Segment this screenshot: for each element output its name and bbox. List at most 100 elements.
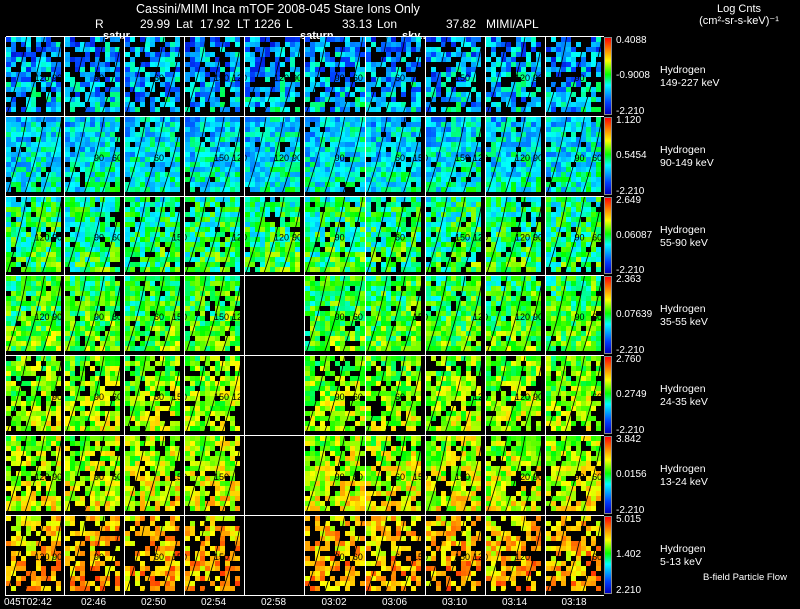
contour-line xyxy=(443,36,466,118)
contour-label: 120 xyxy=(35,73,50,83)
l-label: L xyxy=(286,17,293,31)
contour-line xyxy=(461,515,484,597)
contour-label: 90 xyxy=(292,232,302,242)
contour-line xyxy=(202,116,225,198)
contour-line xyxy=(503,515,526,597)
contour-line xyxy=(124,36,147,118)
contour-line xyxy=(341,515,364,597)
contour-line xyxy=(563,515,585,597)
contour-line xyxy=(23,116,45,198)
colorbar-mid-label: 0.06087 xyxy=(616,229,653,241)
contour-line xyxy=(64,435,87,517)
contour-label: 150 xyxy=(413,472,428,482)
contour-line xyxy=(581,116,603,198)
contour-label: 120 xyxy=(515,552,530,562)
contour-line xyxy=(443,435,466,517)
contour-label: 60 xyxy=(353,312,363,322)
x-tick-label: 02:58 xyxy=(261,597,287,608)
contour-line xyxy=(82,196,105,277)
contour-line xyxy=(365,435,388,517)
contour-line xyxy=(5,435,27,517)
contour-line xyxy=(365,275,388,357)
contour-label: 150 xyxy=(455,472,470,482)
contour-label: 120 xyxy=(473,153,488,163)
contour-line xyxy=(124,275,147,357)
contour-label: 90 xyxy=(575,153,585,163)
contour-line xyxy=(425,116,448,198)
contour-label: 150 xyxy=(172,392,187,402)
contour-line xyxy=(124,355,147,437)
channel-label: Hydrogen 55-90 keV xyxy=(660,224,708,250)
contour-line xyxy=(184,116,207,198)
lt-label: LT xyxy=(237,17,251,31)
channel-label: Hydrogen 35-55 keV xyxy=(660,303,708,329)
contour-label: 150 xyxy=(172,312,187,322)
contour-label: 150 xyxy=(214,153,229,163)
colorbar-min-label: -2.210 xyxy=(616,425,645,436)
contour-label: 120 xyxy=(473,232,488,242)
contour-line xyxy=(443,196,466,277)
colorbar xyxy=(604,436,612,514)
contour-line xyxy=(202,275,225,357)
colorbar-mid-label: 0.07639 xyxy=(616,309,653,320)
contour-label: 120 xyxy=(515,73,530,83)
contour-line xyxy=(262,116,285,198)
contour-line xyxy=(184,36,207,118)
channel-species: Hydrogen xyxy=(660,303,706,315)
channel-energy: 24-35 keV xyxy=(660,396,708,408)
contour-label: 90 xyxy=(533,232,543,242)
x-tick-label: 03:18 xyxy=(561,597,587,608)
contour-label: 90 xyxy=(52,552,62,562)
contour-line xyxy=(521,196,544,277)
contour-label: 150 xyxy=(455,153,470,163)
contour-line xyxy=(383,515,406,597)
contour-label: 90 xyxy=(52,392,62,402)
contour-line xyxy=(64,515,87,597)
contour-line xyxy=(64,116,87,198)
contour-line xyxy=(142,435,165,517)
contour-line xyxy=(124,196,147,277)
channel-energy: 13-24 keV xyxy=(660,476,708,488)
contour-line xyxy=(5,36,27,118)
contour-line xyxy=(322,435,345,517)
contour-line xyxy=(184,355,207,437)
channel-label: Hydrogen 5-13 keV xyxy=(660,543,706,569)
contour-label: 120 xyxy=(473,312,488,322)
contour-label: 90 xyxy=(292,73,302,83)
contour-line xyxy=(581,435,603,517)
contour-line xyxy=(581,515,603,597)
contour-line xyxy=(262,196,285,277)
colorbar xyxy=(604,276,612,354)
contour-line xyxy=(5,116,27,198)
contour-line xyxy=(304,36,327,118)
channel-label: Hydrogen 90-149 keV xyxy=(660,144,714,170)
contour-line xyxy=(461,435,484,517)
contour-label: 90 xyxy=(52,232,62,242)
contour-line xyxy=(5,196,27,277)
contour-label: 90 xyxy=(335,312,345,322)
contour-label: 120 xyxy=(232,232,247,242)
contour-label: 60 xyxy=(154,153,164,163)
contour-line xyxy=(244,36,267,118)
lat-value: 17.92 xyxy=(200,17,231,31)
contour-line xyxy=(383,355,406,437)
contour-line xyxy=(322,515,345,597)
contour-line xyxy=(41,515,63,597)
contour-label: 60 xyxy=(395,472,405,482)
contour-line xyxy=(503,116,526,198)
contour-label: 60 xyxy=(353,392,363,402)
contour-line xyxy=(545,435,567,517)
contour-label: 60 xyxy=(592,472,602,482)
contour-line xyxy=(563,196,585,277)
contour-label: 90 xyxy=(52,472,62,482)
contour-line xyxy=(82,435,105,517)
colorbar xyxy=(604,37,612,115)
contour-label: 150 xyxy=(214,312,229,322)
contour-line xyxy=(100,355,123,437)
contour-line xyxy=(545,196,567,277)
colorbar-min-label: -2.210 xyxy=(616,265,645,276)
contour-line xyxy=(82,275,105,357)
contour-line xyxy=(581,196,603,277)
contour-label: 90 xyxy=(292,153,302,163)
channel-energy: 55-90 keV xyxy=(660,236,708,249)
